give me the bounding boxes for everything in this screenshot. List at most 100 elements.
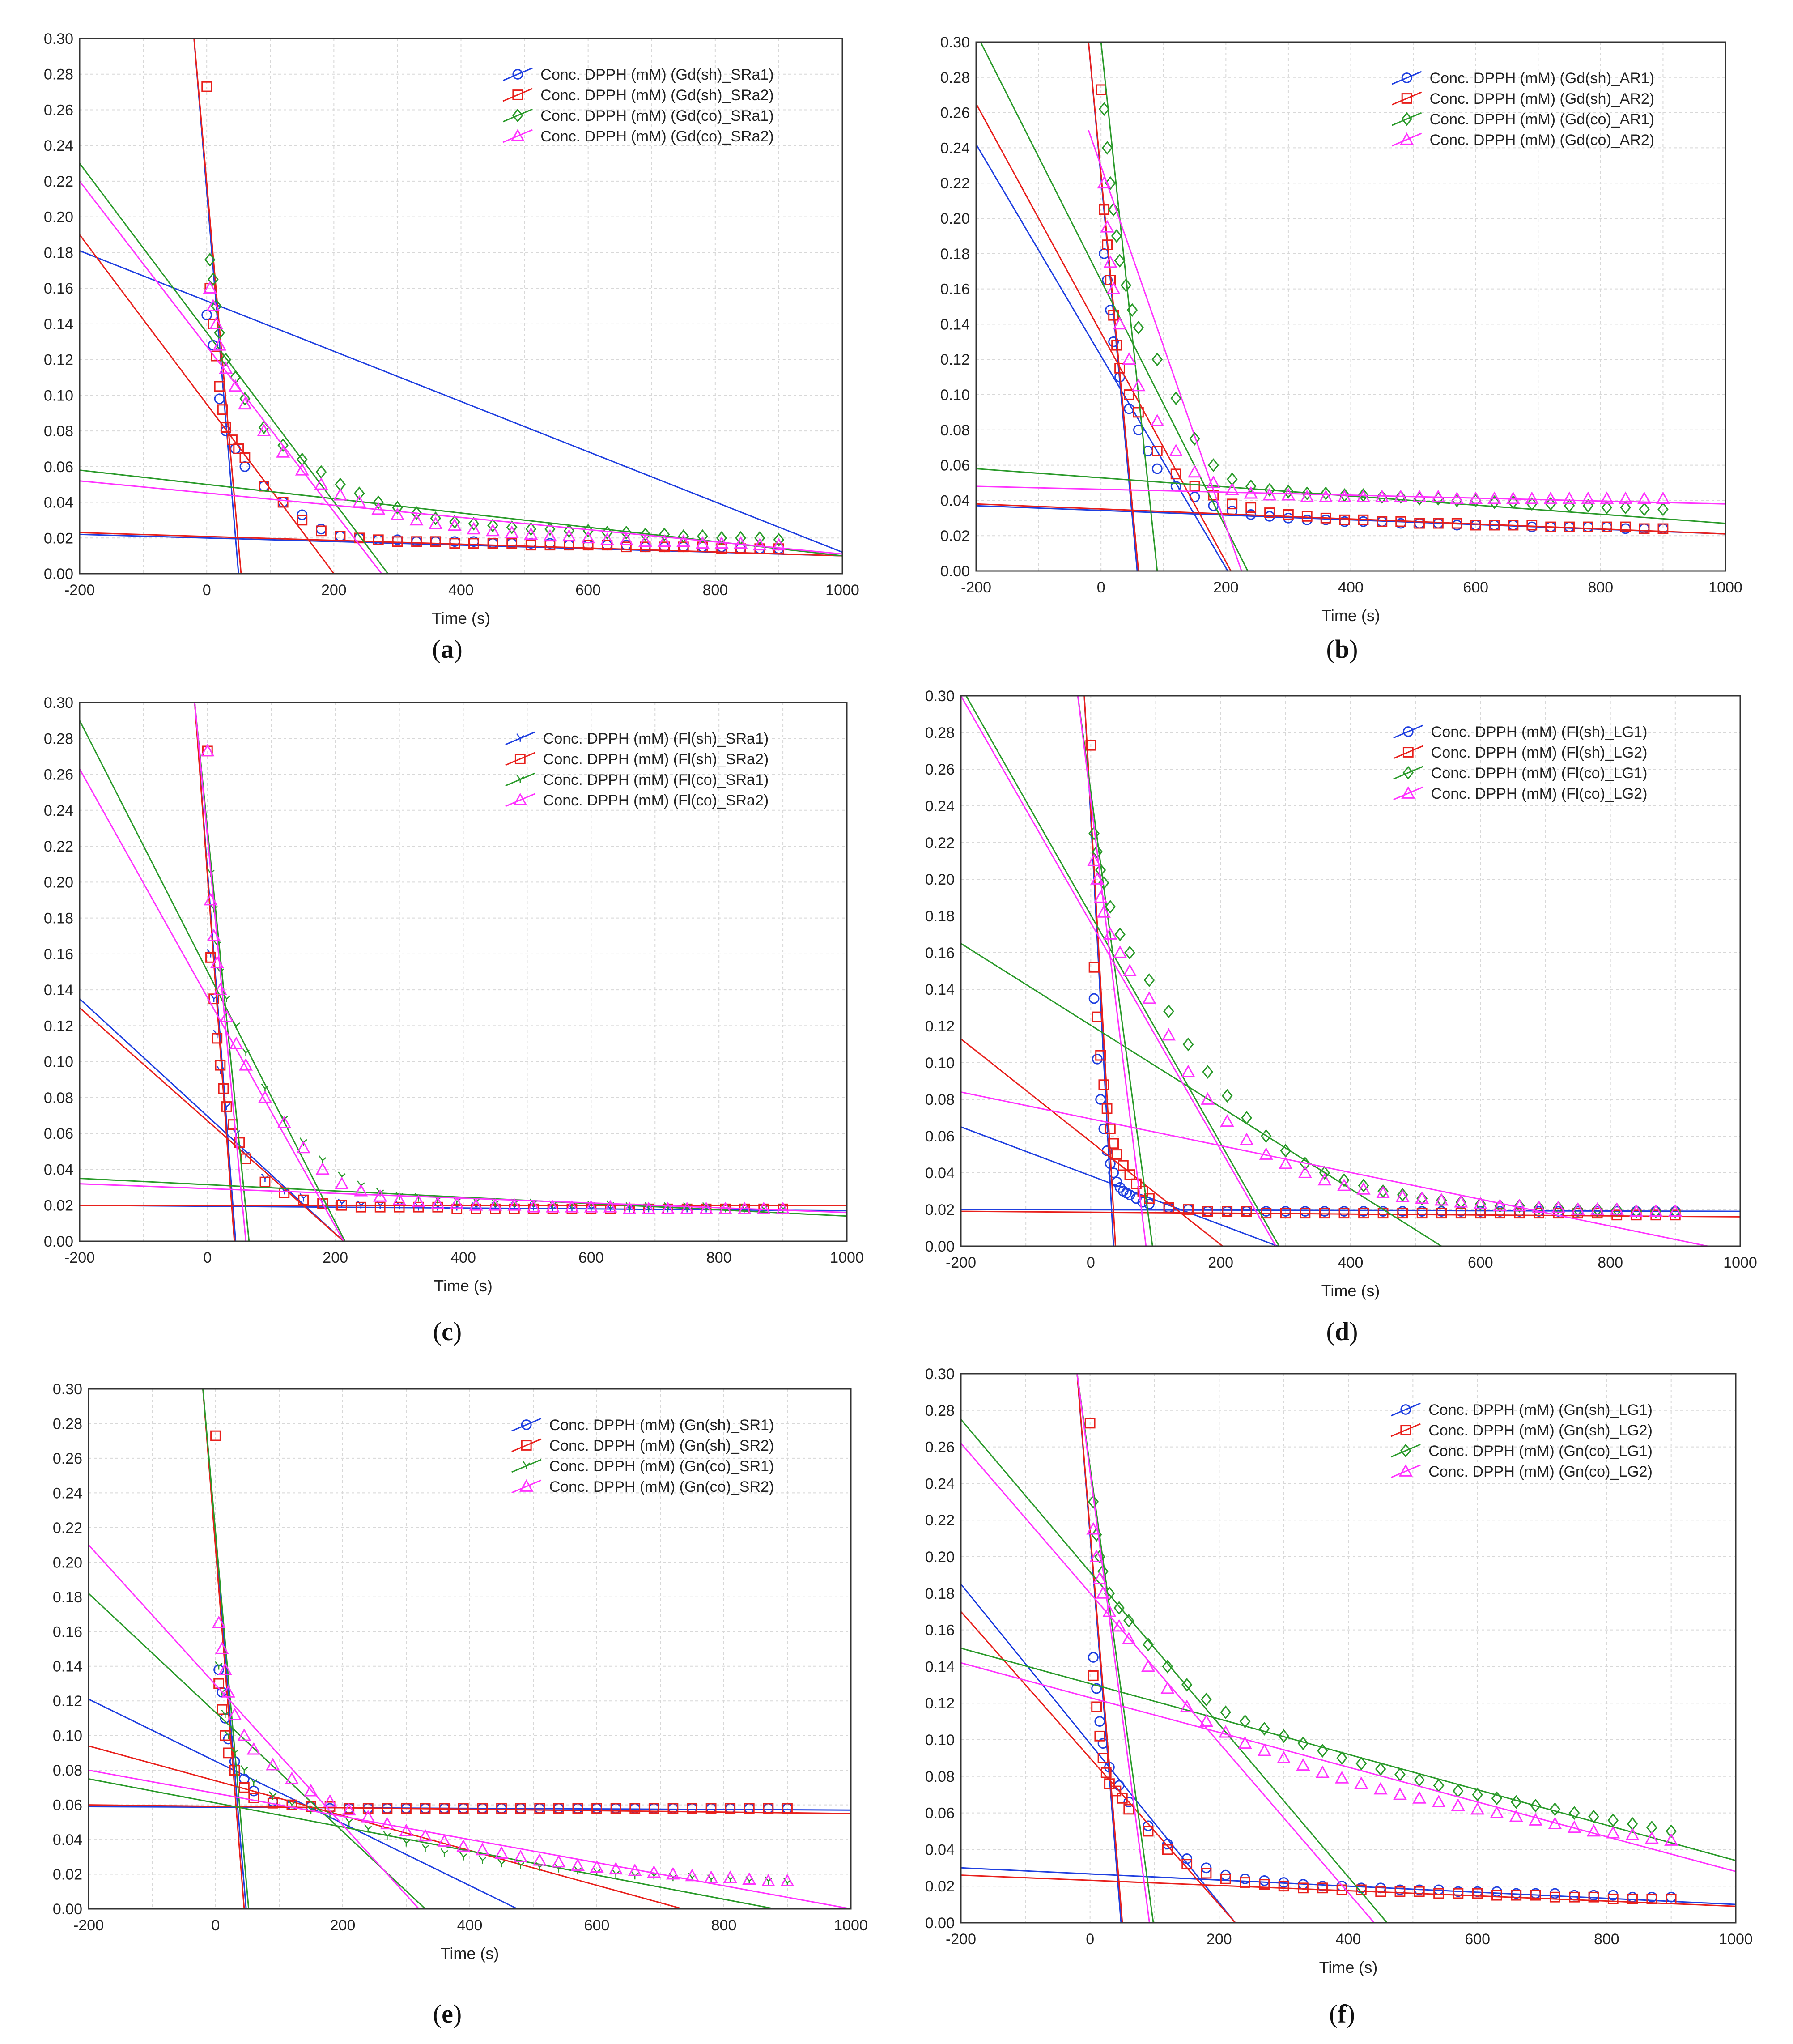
data-point	[1101, 141, 1113, 155]
data-point	[1358, 1179, 1369, 1193]
data-point	[553, 1803, 564, 1814]
data-point	[1412, 1791, 1427, 1804]
y-tick-label: 0.14	[925, 1658, 955, 1675]
data-point	[1239, 1714, 1251, 1729]
data-point	[380, 1817, 394, 1830]
data-point	[1666, 1893, 1677, 1904]
data-point	[1377, 1208, 1389, 1219]
data-point	[1122, 963, 1137, 976]
data-point	[1264, 507, 1275, 518]
data-point	[1144, 1198, 1155, 1209]
data-point	[666, 1867, 680, 1880]
x-tick-label: -200	[946, 1254, 976, 1271]
data-point	[207, 928, 221, 941]
data-point	[1104, 1778, 1115, 1789]
data-point	[1088, 1652, 1099, 1663]
data-point	[1433, 518, 1444, 529]
x-tick-label: 400	[450, 1249, 476, 1266]
data-point	[1491, 1791, 1503, 1806]
data-point	[1514, 1199, 1525, 1213]
data-point	[1094, 1716, 1105, 1727]
data-point	[1103, 255, 1117, 268]
y-tick-label: 0.14	[940, 316, 970, 333]
legend-swatch-line	[502, 88, 533, 102]
data-point	[1337, 490, 1352, 502]
data-point	[212, 1615, 226, 1628]
data-point	[1151, 463, 1163, 474]
legend-entry-label: Conc. DPPH (mM) (Fl(sh)_SRa1)	[543, 730, 769, 747]
data-point	[1664, 1833, 1678, 1846]
data-point	[214, 381, 225, 392]
x-tick-label: 800	[1588, 579, 1613, 596]
data-point	[1100, 220, 1114, 233]
data-point	[1543, 491, 1558, 504]
data-point	[1113, 317, 1127, 330]
data-point	[1278, 1729, 1289, 1743]
data-point	[362, 1803, 374, 1814]
data-point	[1670, 1204, 1681, 1218]
series-magenta	[80, 703, 847, 1241]
data-point	[215, 1060, 226, 1071]
data-point	[239, 1058, 253, 1071]
data-point	[276, 445, 290, 458]
y-tick-label: 0.28	[925, 724, 955, 741]
y-tick-label: 0.20	[925, 871, 955, 888]
data-point	[1472, 1888, 1483, 1899]
fit-line	[89, 1806, 851, 1811]
data-point	[277, 438, 289, 452]
data-point	[229, 1765, 240, 1776]
data-point	[1545, 497, 1556, 511]
y-tick-label: 0.18	[44, 910, 73, 927]
x-tick-label: 600	[578, 1249, 604, 1266]
y-tick-label: 0.20	[44, 209, 73, 226]
data-point	[1526, 520, 1538, 531]
data-point	[304, 1784, 318, 1797]
data-point	[1412, 490, 1427, 502]
data-point	[1100, 1767, 1112, 1778]
legend-swatch-line	[1393, 745, 1423, 759]
data-point	[206, 298, 220, 311]
data-point	[1181, 1859, 1193, 1870]
data-point	[725, 1803, 736, 1814]
x-tick-label: 200	[330, 1917, 356, 1934]
data-point	[642, 1201, 656, 1214]
y-tick-label: 0.10	[44, 1054, 73, 1071]
legend-swatch-line	[1392, 132, 1422, 147]
data-point	[352, 495, 366, 508]
data-point	[565, 1200, 579, 1213]
data-point	[1259, 1147, 1273, 1160]
data-point	[1512, 1198, 1526, 1211]
fit-line	[80, 532, 842, 557]
x-tick-label: 200	[1213, 579, 1239, 596]
y-tick-label: 0.00	[940, 563, 970, 580]
data-point	[1220, 1114, 1234, 1127]
data-point	[507, 1198, 522, 1211]
data-point	[1137, 1186, 1148, 1197]
data-point	[223, 1733, 234, 1745]
y-tick-label: 0.08	[53, 1762, 82, 1779]
x-tick-label: 1000	[830, 1249, 864, 1266]
data-point	[297, 509, 308, 520]
data-point	[314, 477, 328, 490]
data-point	[216, 1065, 225, 1074]
data-point	[756, 1201, 771, 1214]
data-point	[1102, 1604, 1117, 1617]
x-axis-label: Time (s)	[432, 609, 490, 627]
fit-line	[89, 1593, 426, 1909]
legend-entry-label: Conc. DPPH (mM) (Fl(sh)_LG1)	[1431, 724, 1648, 741]
data-point	[1493, 1198, 1507, 1211]
legend-swatch-marker	[512, 108, 523, 123]
x-tick-label: 800	[706, 1249, 732, 1266]
data-point	[1123, 1614, 1134, 1628]
data-point	[286, 1799, 297, 1810]
data-point	[1114, 254, 1126, 268]
data-point	[1181, 1065, 1195, 1077]
fit-line	[976, 503, 1725, 535]
data-point	[621, 541, 632, 553]
data-point	[647, 1865, 661, 1878]
data-point	[776, 1201, 790, 1214]
legend-swatch-marker	[514, 754, 526, 764]
y-tick-label: 0.26	[44, 766, 73, 784]
data-point	[1611, 1202, 1623, 1217]
